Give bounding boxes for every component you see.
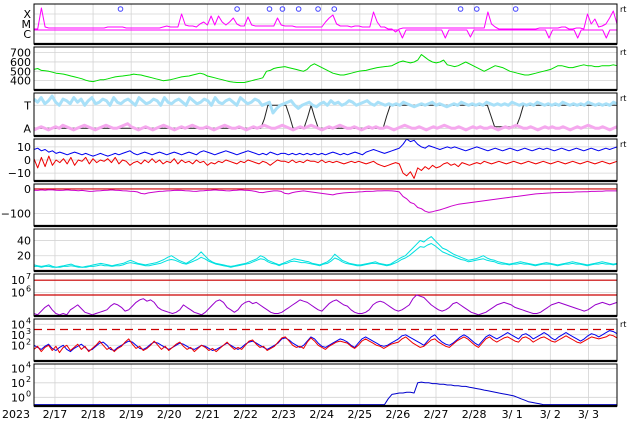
series-line-proton-flux-1 xyxy=(33,334,618,354)
x-tick-label: 2/24 xyxy=(309,408,334,421)
x-tick-label: 2/27 xyxy=(424,408,449,421)
grid-layer xyxy=(34,4,617,406)
y-tick-label: C xyxy=(23,28,31,41)
series-line-dst-0 xyxy=(33,189,617,213)
y-tick-label: M xyxy=(22,18,32,31)
series-layer xyxy=(33,6,618,406)
y-tick-label: 10 xyxy=(11,287,25,300)
y-tick-label: 10 xyxy=(11,339,25,352)
flare-marker xyxy=(117,6,124,12)
x-tick-label: 2/21 xyxy=(195,408,220,421)
flare-marker xyxy=(266,6,273,12)
y-tick-label: 400 xyxy=(10,75,31,88)
series-line-proton-flux-0 xyxy=(33,330,618,353)
flare-marker xyxy=(295,6,302,12)
series-line-density-0 xyxy=(33,236,618,268)
x-tick-label: 3/ 3 xyxy=(578,408,599,421)
series-line-speed-0 xyxy=(33,54,618,83)
flare-marker xyxy=(331,6,338,12)
panel-right-tag: rt xyxy=(620,140,626,149)
x-tick-label: 3/ 2 xyxy=(540,408,561,421)
y-tick-exponent: 2 xyxy=(26,337,31,346)
series-line-xray-class-1 xyxy=(34,29,617,39)
y-tick-label: 10 xyxy=(11,329,25,342)
series-line-bz-class-1 xyxy=(33,122,618,132)
label-layer: XMCrt700600500400rtTArt100−10rt0−1004020… xyxy=(1,5,627,421)
series-line-bt-bz-1 xyxy=(33,155,618,179)
y-tick-exponent: 7 xyxy=(26,272,31,281)
x-tick-label: 2/28 xyxy=(462,408,487,421)
panel-right-tag: rt xyxy=(620,320,626,329)
y-tick-label: −100 xyxy=(1,208,31,221)
y-tick-label: 600 xyxy=(10,56,31,69)
panel-right-tag: rt xyxy=(620,48,626,57)
panel-right-tag: rt xyxy=(620,94,626,103)
series-line-electron-flux-0 xyxy=(33,294,618,316)
flare-marker xyxy=(234,6,240,12)
frame-layer xyxy=(33,3,618,408)
panel-right-tag: rt xyxy=(620,5,626,14)
x-tick-label: 2/22 xyxy=(233,408,258,421)
flare-marker xyxy=(512,6,519,12)
x-tick-label: 2/18 xyxy=(81,408,106,421)
y-tick-label: T xyxy=(23,99,31,112)
y-tick-label: 10 xyxy=(17,141,31,154)
y-tick-label: 0 xyxy=(24,183,31,196)
y-tick-label: 10 xyxy=(11,274,25,287)
y-tick-label: 0 xyxy=(24,154,31,167)
y-tick-exponent: 4 xyxy=(26,360,31,369)
flare-marker xyxy=(279,6,286,12)
x-tick-label: 2/19 xyxy=(119,408,144,421)
y-tick-label: X xyxy=(23,8,31,21)
x-tick-label: 2/23 xyxy=(271,408,296,421)
y-tick-exponent: 0 xyxy=(26,389,31,398)
y-tick-label: −10 xyxy=(8,167,31,180)
y-tick-exponent: 3 xyxy=(26,327,31,336)
y-tick-label: A xyxy=(23,122,31,135)
x-tick-label: 2/20 xyxy=(157,408,182,421)
series-line-high-energy-protons-0 xyxy=(34,381,617,406)
y-tick-label: 20 xyxy=(17,250,31,263)
series-line-bz-class-2 xyxy=(33,94,618,115)
x-tick-label: 2/25 xyxy=(347,408,372,421)
flare-marker xyxy=(315,6,321,12)
panel-frame-speed xyxy=(33,46,618,91)
x-tick-label: 2/17 xyxy=(43,408,68,421)
y-tick-label: 10 xyxy=(11,318,25,331)
y-tick-label: 700 xyxy=(10,47,31,60)
x-year-label: 2023 xyxy=(2,408,30,421)
y-tick-label: 10 xyxy=(11,362,25,375)
x-tick-label: 2/26 xyxy=(386,408,411,421)
series-line-density-1 xyxy=(34,243,618,268)
flare-marker xyxy=(473,6,480,12)
x-tick-label: 3/ 1 xyxy=(502,408,523,421)
series-line-bt-bz-0 xyxy=(33,138,618,157)
flare-marker xyxy=(457,6,464,12)
panel-frame-high-energy-protons xyxy=(33,363,618,407)
series-line-xray-class-0 xyxy=(34,7,618,33)
y-tick-exponent: 4 xyxy=(26,316,31,325)
panel-frame-proton-flux xyxy=(33,318,618,362)
y-tick-label: 10 xyxy=(11,377,25,390)
y-tick-exponent: 2 xyxy=(26,375,31,384)
y-tick-label: 10 xyxy=(11,391,25,404)
y-tick-exponent: 6 xyxy=(26,285,31,294)
y-tick-label: 40 xyxy=(17,234,31,247)
y-tick-label: 500 xyxy=(10,65,31,78)
